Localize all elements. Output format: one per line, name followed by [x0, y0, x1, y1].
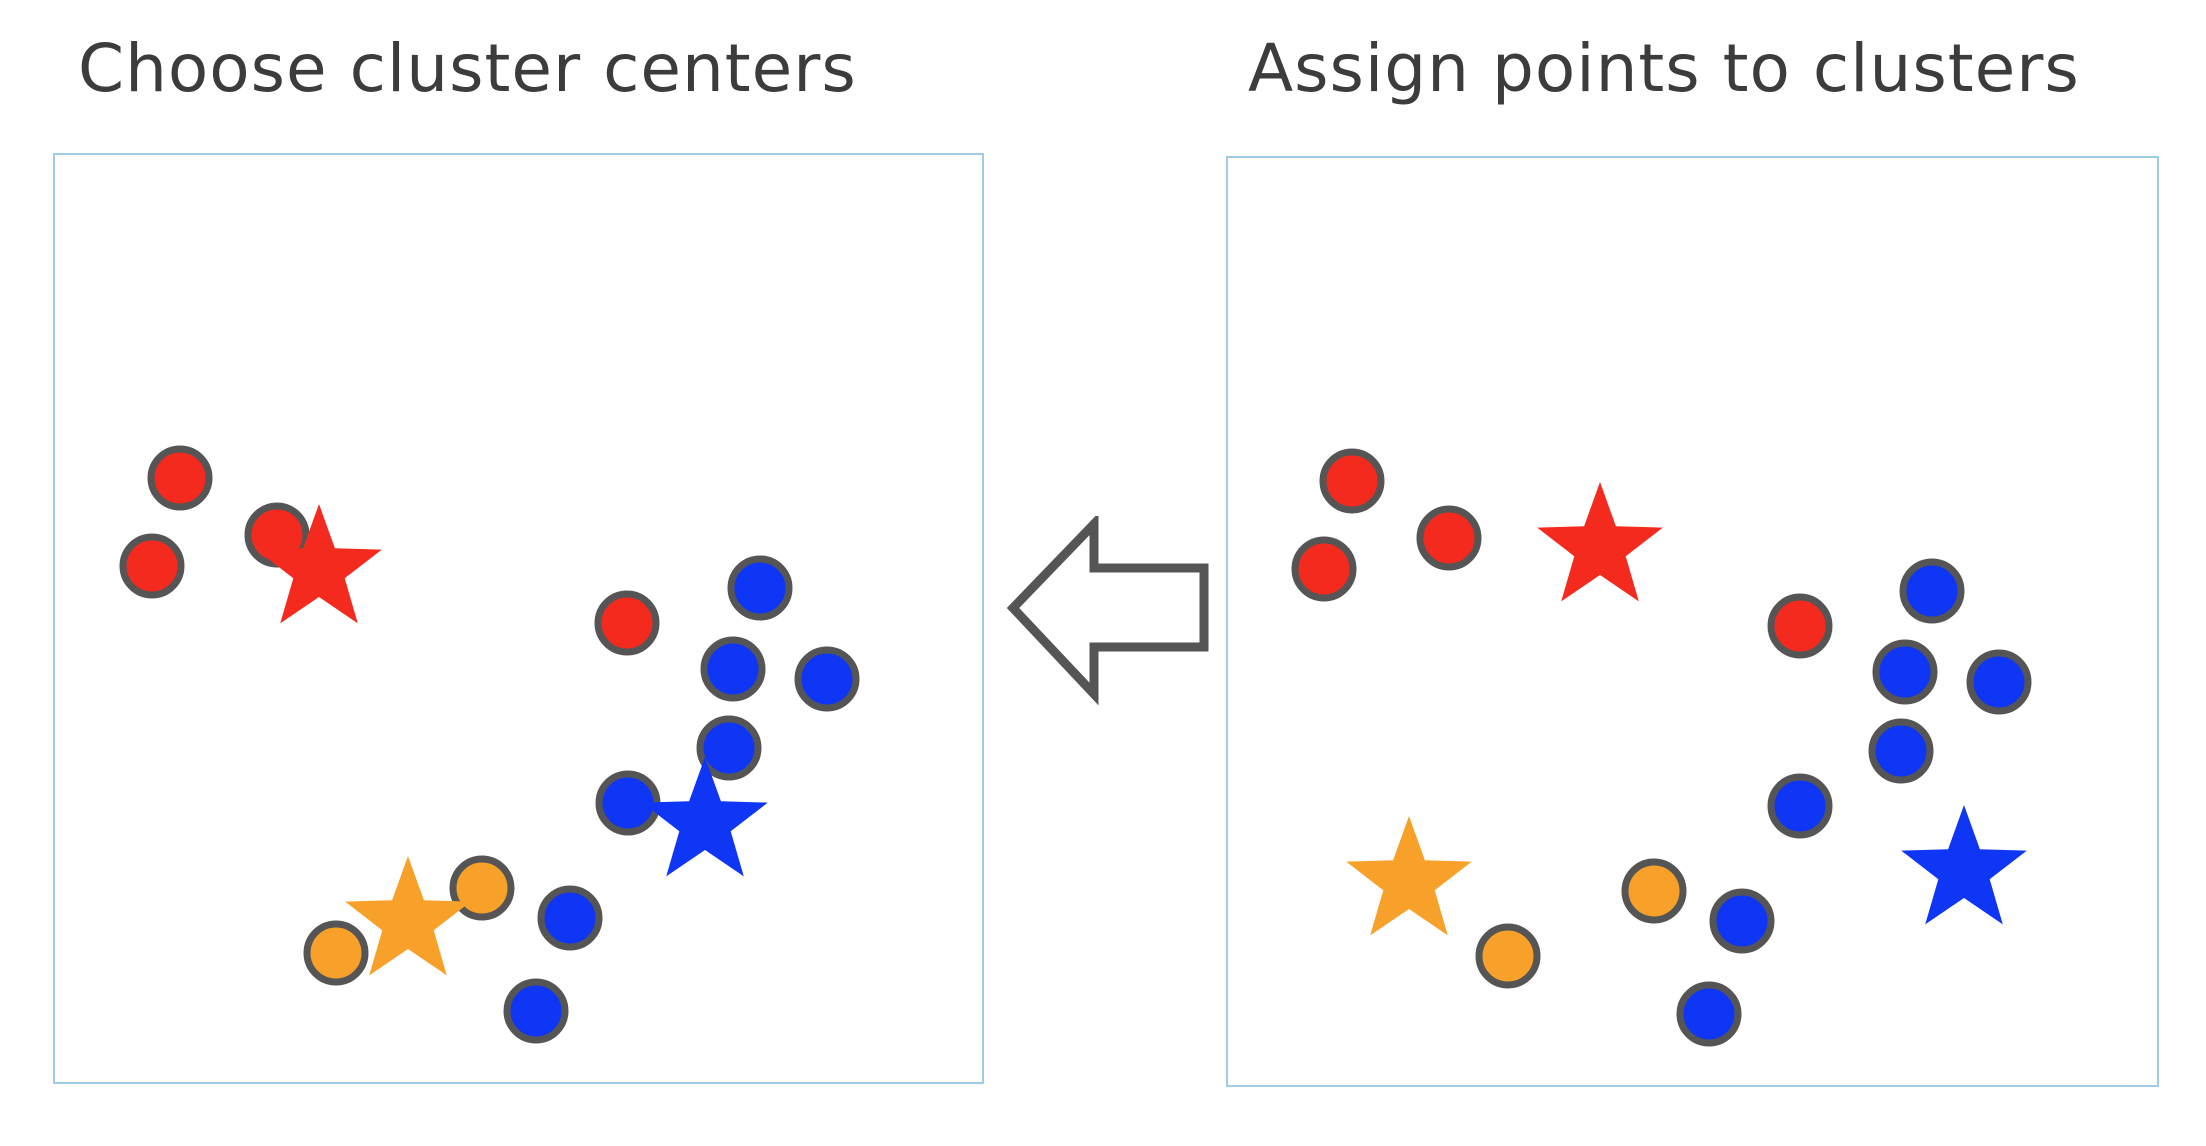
data-point-red: [1291, 536, 1357, 602]
data-point-red: [119, 533, 185, 599]
cluster-center-red-star-icon: [256, 504, 382, 624]
data-point-blue: [1767, 773, 1833, 839]
choose-centers-plot: [119, 445, 860, 1044]
cluster-center-red-star-icon: [1537, 482, 1663, 602]
data-point-orange: [303, 920, 369, 986]
data-point-blue: [700, 636, 766, 702]
assign-points-panel: [1226, 156, 2159, 1087]
data-point-blue: [1899, 558, 1965, 624]
data-point-blue: [537, 885, 603, 951]
data-point-red: [1416, 505, 1482, 571]
data-point-red: [1767, 593, 1833, 659]
data-point-red: [147, 445, 213, 511]
data-point-blue: [1868, 718, 1934, 784]
left-panel-title: Choose cluster centers: [78, 30, 857, 107]
cluster-center-blue-star-icon: [642, 757, 768, 877]
data-point-blue: [696, 715, 762, 781]
data-point-orange: [1621, 858, 1687, 924]
left-arrow-icon: [1006, 516, 1209, 706]
data-point-blue: [727, 555, 793, 621]
data-point-blue: [1709, 888, 1775, 954]
data-point-red: [594, 590, 660, 656]
cluster-center-orange-star-icon: [1346, 816, 1472, 936]
data-point-blue: [503, 978, 569, 1044]
right-panel-title: Assign points to clusters: [1248, 30, 2080, 107]
left-arrow-shape: [1006, 516, 1209, 706]
assign-points-plot: [1291, 448, 2032, 1047]
data-point-blue: [1676, 981, 1742, 1047]
choose-centers-panel: [53, 153, 984, 1084]
data-point-red: [1319, 448, 1385, 514]
cluster-center-blue-star-icon: [1901, 805, 2027, 925]
data-point-blue: [1966, 649, 2032, 715]
cluster-center-orange-star-icon: [345, 856, 471, 976]
data-point-blue: [1872, 639, 1938, 705]
data-point-orange: [1475, 923, 1541, 989]
data-point-blue: [794, 646, 860, 712]
